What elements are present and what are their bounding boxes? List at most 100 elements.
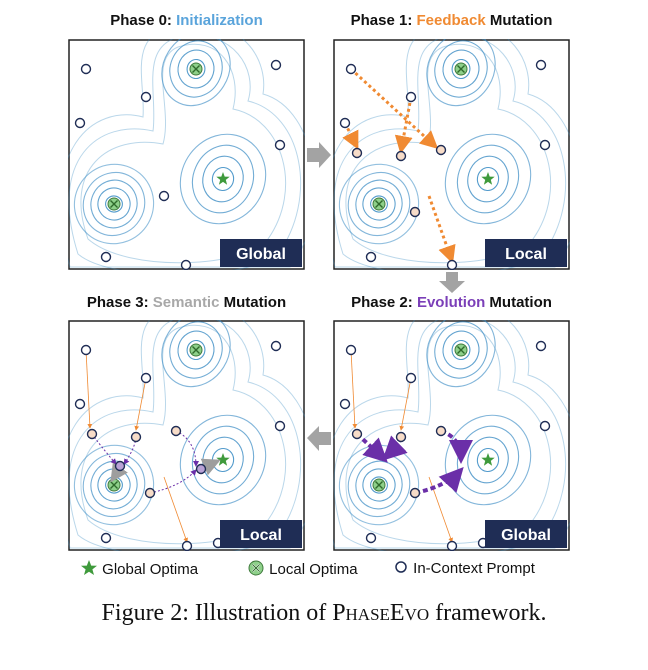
local-optima-icon [372, 478, 386, 492]
prompt-node [74, 398, 86, 410]
local-optima-icon [454, 62, 468, 76]
mutation-arrow [349, 67, 439, 150]
contour-ring [451, 339, 471, 361]
contour-ring [97, 187, 131, 221]
phase-3-title: Phase 3: Semantic Mutation [86, 294, 287, 311]
prompt-node [405, 91, 417, 103]
phase-badge [485, 239, 567, 267]
global-optima-star-icon [216, 453, 230, 466]
prompt-node [80, 63, 92, 75]
contour-ring [73, 163, 155, 245]
local-optima-icon [189, 343, 203, 357]
prompt-node [405, 372, 417, 384]
prompt-node [446, 540, 458, 551]
arrow-right-icon [307, 142, 331, 168]
contour-ring [362, 468, 396, 502]
contour-ring [426, 320, 496, 388]
arrow-left-icon [307, 426, 331, 451]
phase-0-panel: Global [68, 39, 305, 270]
contour-ring [211, 447, 235, 473]
prompt-node [446, 259, 458, 270]
contour-ring [177, 330, 215, 370]
contour-ring [444, 133, 532, 225]
semantic-prompt-node [195, 463, 207, 475]
outer-contour [333, 39, 570, 268]
contour-ring [177, 49, 215, 89]
panel-frame [333, 39, 570, 270]
contour-ring [179, 414, 267, 506]
prompt-node [345, 63, 357, 75]
prompt-node [140, 91, 152, 103]
mutation-arrow [163, 476, 188, 543]
mutation-arrow [175, 430, 199, 467]
mutated-prompt-node [170, 425, 182, 437]
contour-ring [161, 320, 231, 388]
contour-ring [476, 166, 500, 192]
phase-badge-label: Local [505, 246, 547, 263]
contour-ring [191, 144, 255, 214]
contour-ring [186, 339, 206, 361]
semantic-prompt-node [114, 460, 126, 472]
arrow-down-icon [439, 272, 465, 293]
prompt-node [180, 259, 192, 270]
local-optima-icon [107, 197, 121, 211]
phase-badge [220, 520, 302, 548]
contour-ring [434, 321, 488, 379]
prompt-node [345, 344, 357, 356]
contour-ring [451, 58, 471, 80]
phase-1-panel: Local [333, 39, 570, 270]
mutation-arrow [350, 349, 358, 429]
phase-badge [485, 520, 567, 548]
prompt-node [270, 59, 282, 71]
mutated-prompt-node [86, 428, 98, 440]
mutation-arrow [342, 122, 359, 150]
contour-ring [82, 452, 146, 518]
phase-0-landscape: Global [68, 39, 305, 270]
prompt-node [100, 532, 112, 544]
prompt-node [539, 420, 551, 432]
phase-3-landscape: Local [68, 320, 305, 551]
contour-ring [105, 195, 123, 213]
local-optima-icon [248, 560, 264, 576]
legend-prompt: In-Context Prompt [393, 559, 535, 577]
contour-ring [370, 476, 388, 494]
panel-frame [68, 39, 305, 270]
prompt-node [80, 344, 92, 356]
contour-ring [426, 39, 496, 107]
global-optima-star-icon [216, 172, 230, 185]
phase-badge-label: Global [501, 527, 551, 544]
mutated-prompt-node [144, 487, 156, 499]
contour-ring [444, 414, 532, 506]
mutated-prompt-node [395, 431, 407, 443]
phase-1-landscape: Local [333, 39, 570, 270]
phase-badge-label: Local [240, 527, 282, 544]
mutated-prompt-node [409, 206, 421, 218]
contour-ring [355, 179, 403, 229]
prompt-node [158, 190, 170, 202]
contour-ring [476, 447, 500, 473]
prompt-node [339, 117, 351, 129]
prompt-node [535, 59, 547, 71]
legend: Global Optima Local Optima In-Context Pr… [60, 559, 600, 583]
mutated-prompt-node [435, 144, 447, 156]
prompt-node [74, 117, 86, 129]
prompt-node [535, 340, 547, 352]
phase-3-panel: Local [68, 320, 305, 551]
star-icon [81, 560, 97, 575]
mutated-prompt-node [351, 428, 363, 440]
global-optima-star-icon [481, 453, 495, 466]
mutation-arrow [123, 436, 137, 465]
mutated-prompt-node [351, 147, 363, 159]
contour-lines [68, 320, 305, 551]
prompt-node [539, 139, 551, 151]
mutated-prompt-node [435, 425, 447, 437]
prompt-node [274, 420, 286, 432]
prompt-node [140, 372, 152, 384]
figure-caption: Figure 2: Illustration of PhaseEvo frame… [101, 600, 547, 626]
contour-ring [73, 444, 155, 526]
phase-0-title: Phase 0: Initialization [110, 12, 263, 29]
contour-ring [347, 171, 411, 237]
phase-2-panel: Global [333, 320, 570, 551]
contour-ring [82, 171, 146, 237]
legend-local: Local Optima [247, 559, 358, 578]
